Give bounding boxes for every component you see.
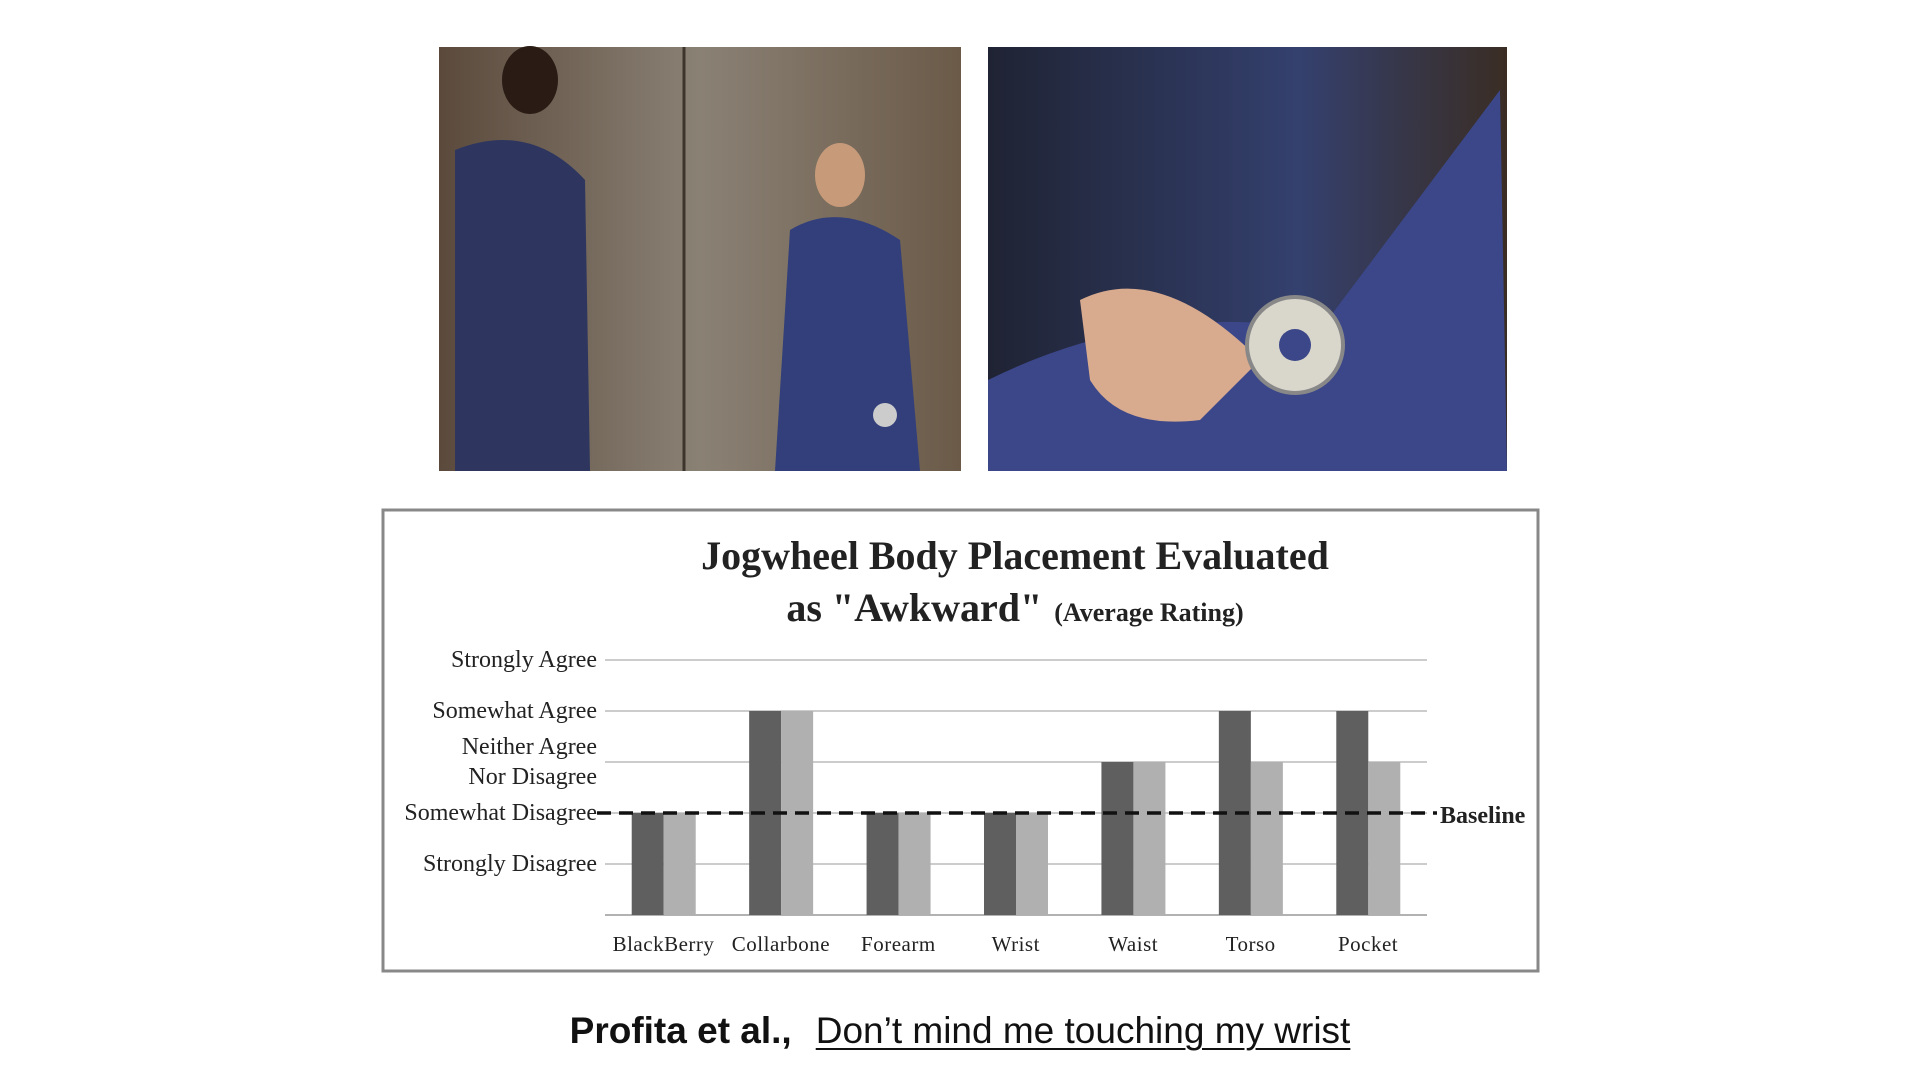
y-tick-label: Neither Agree Nor Disagree <box>461 734 597 790</box>
y-tick-label: Strongly Agree <box>451 647 597 673</box>
bar <box>663 813 696 915</box>
bar <box>631 813 664 915</box>
photo-wrist-closeup <box>988 47 1507 471</box>
y-tick-label: Strongly Disagree <box>423 851 597 877</box>
chart-title-block: Jogwheel Body Placement Evaluated as "Aw… <box>615 530 1415 639</box>
chart-subtitle: (Average Rating) <box>1054 598 1244 627</box>
x-tick-label: Wrist <box>991 932 1040 956</box>
bar <box>1016 813 1048 915</box>
chart-title: Jogwheel Body Placement Evaluated as "Aw… <box>701 533 1329 630</box>
x-tick-label: Collarbone <box>731 932 831 956</box>
bar <box>898 813 931 915</box>
authors: Profita et al., <box>569 1010 792 1051</box>
x-tick-label: Waist <box>1108 932 1159 956</box>
bar <box>1101 762 1134 915</box>
y-tick-label: Somewhat Agree <box>432 698 597 724</box>
baseline-label: Baseline <box>1440 802 1526 829</box>
bar <box>984 813 1016 915</box>
y-tick-label: Somewhat Disagree <box>404 800 597 826</box>
bar <box>1133 762 1166 915</box>
bar <box>1368 762 1401 915</box>
x-tick-label: Torso <box>1225 932 1276 956</box>
x-tick-label: Forearm <box>861 932 936 956</box>
bar <box>866 813 899 915</box>
caption: Profita et al., Don’t mind me touching my… <box>0 1010 1920 1052</box>
bar <box>1250 762 1283 915</box>
photo-elevator <box>439 46 961 471</box>
x-tick-label: Pocket <box>1337 932 1399 956</box>
x-tick-label: BlackBerry <box>612 932 715 956</box>
paper-link[interactable]: Don’t mind me touching my wrist <box>815 1010 1351 1051</box>
